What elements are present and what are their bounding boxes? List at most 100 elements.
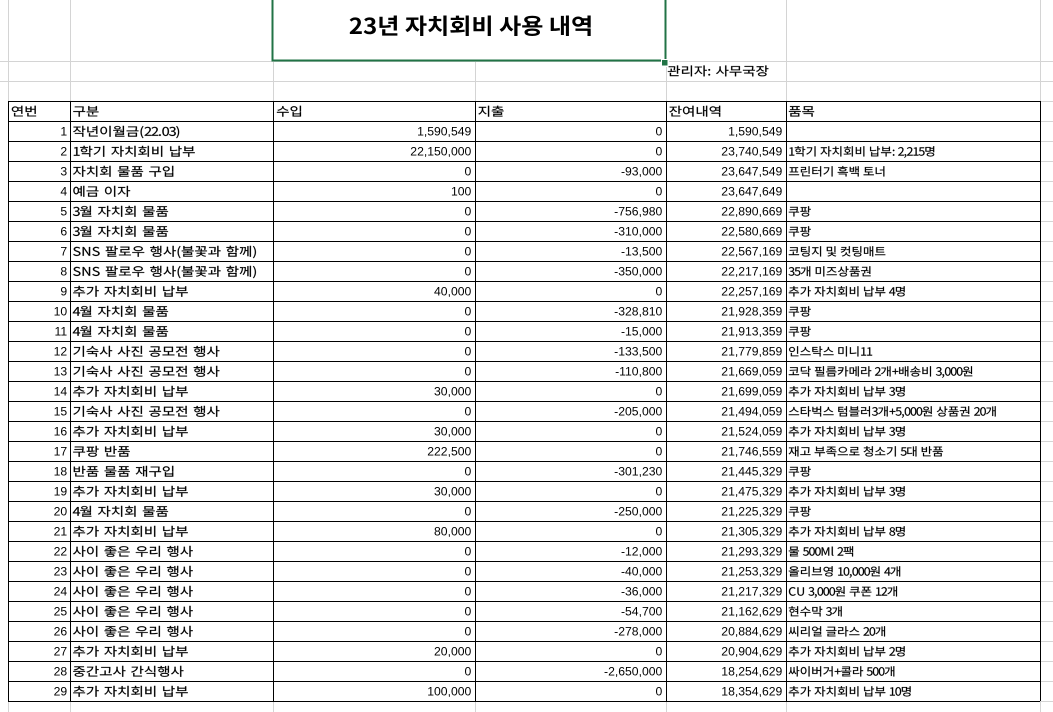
svg-text:20,904,629: 20,904,629 (721, 644, 782, 658)
svg-text:-205,000: -205,000 (614, 404, 662, 418)
svg-text:21,217,329: 21,217,329 (721, 584, 782, 598)
svg-text:22,580,669: 22,580,669 (721, 224, 782, 238)
svg-text:30,000: 30,000 (434, 384, 471, 398)
svg-text:30,000: 30,000 (434, 484, 471, 498)
svg-text:0: 0 (465, 624, 472, 638)
svg-text:14: 14 (54, 384, 68, 398)
svg-text:9: 9 (60, 284, 67, 298)
svg-text:10: 10 (54, 304, 68, 318)
svg-text:20: 20 (54, 504, 68, 518)
svg-text:0: 0 (656, 684, 663, 698)
svg-text:21,779,859: 21,779,859 (721, 344, 782, 358)
svg-text:21,445,329: 21,445,329 (721, 464, 782, 478)
svg-text:-13,500: -13,500 (621, 244, 663, 258)
svg-text:0: 0 (465, 564, 472, 578)
svg-text:0: 0 (465, 244, 472, 258)
svg-text:17: 17 (54, 444, 68, 458)
svg-text:4: 4 (60, 184, 67, 198)
svg-text:11: 11 (55, 324, 68, 338)
svg-text:100: 100 (451, 184, 472, 198)
svg-text:0: 0 (465, 264, 472, 278)
svg-text:0: 0 (656, 144, 663, 158)
svg-text:21,305,329: 21,305,329 (721, 524, 782, 538)
svg-text:13: 13 (54, 364, 68, 378)
svg-text:21,913,359: 21,913,359 (721, 324, 782, 338)
svg-text:3: 3 (60, 164, 67, 178)
svg-text:-310,000: -310,000 (614, 224, 662, 238)
svg-text:100,000: 100,000 (427, 684, 471, 698)
svg-text:7: 7 (60, 244, 67, 258)
svg-text:-40,000: -40,000 (621, 564, 663, 578)
svg-text:18,254,629: 18,254,629 (721, 664, 782, 678)
svg-text:21,293,329: 21,293,329 (721, 544, 782, 558)
svg-text:0: 0 (656, 284, 663, 298)
svg-text:1,590,549: 1,590,549 (728, 124, 782, 138)
svg-text:5: 5 (60, 204, 67, 218)
svg-text:-36,000: -36,000 (621, 584, 663, 598)
svg-text:-93,000: -93,000 (621, 164, 663, 178)
svg-text:23,647,549: 23,647,549 (721, 164, 782, 178)
svg-text:21: 21 (54, 524, 68, 538)
svg-text:2: 2 (60, 144, 67, 158)
svg-text:-12,000: -12,000 (621, 544, 663, 558)
svg-text:22: 22 (54, 544, 68, 558)
svg-text:-756,980: -756,980 (614, 204, 662, 218)
svg-text:0: 0 (656, 184, 663, 198)
svg-text:-350,000: -350,000 (614, 264, 662, 278)
svg-text:-328,810: -328,810 (614, 304, 662, 318)
svg-text:29: 29 (54, 684, 68, 698)
svg-text:-278,000: -278,000 (614, 624, 662, 638)
svg-text:-54,700: -54,700 (621, 604, 663, 618)
svg-text:26: 26 (54, 624, 68, 638)
svg-text:21,494,059: 21,494,059 (721, 404, 782, 418)
svg-text:21,162,629: 21,162,629 (721, 604, 782, 618)
svg-text:21,253,329: 21,253,329 (721, 564, 782, 578)
svg-text:0: 0 (656, 124, 663, 138)
svg-text:0: 0 (465, 224, 472, 238)
svg-text:8: 8 (60, 264, 67, 278)
svg-text:21,928,359: 21,928,359 (721, 304, 782, 318)
svg-text:-110,800: -110,800 (615, 364, 662, 378)
svg-text:21,524,059: 21,524,059 (721, 424, 782, 438)
svg-text:0: 0 (656, 384, 663, 398)
svg-text:24: 24 (54, 584, 68, 598)
svg-text:40,000: 40,000 (434, 284, 471, 298)
svg-text:30,000: 30,000 (434, 424, 471, 438)
svg-text:16: 16 (54, 424, 68, 438)
svg-text:-301,230: -301,230 (614, 464, 662, 478)
svg-text:0: 0 (465, 664, 472, 678)
svg-text:-133,500: -133,500 (614, 344, 662, 358)
svg-text:0: 0 (465, 344, 472, 358)
svg-text:0: 0 (656, 524, 663, 538)
svg-text:18: 18 (54, 464, 68, 478)
svg-text:18,354,629: 18,354,629 (721, 684, 782, 698)
svg-text:-15,000: -15,000 (621, 324, 663, 338)
svg-text:25: 25 (54, 604, 68, 618)
svg-text:0: 0 (465, 204, 472, 218)
svg-text:21,475,329: 21,475,329 (721, 484, 782, 498)
svg-text:222,500: 222,500 (427, 444, 471, 458)
svg-text:22,150,000: 22,150,000 (410, 144, 471, 158)
svg-text:20,884,629: 20,884,629 (721, 624, 782, 638)
svg-text:0: 0 (656, 484, 663, 498)
svg-text:28: 28 (54, 664, 68, 678)
svg-text:12: 12 (54, 344, 68, 358)
svg-text:23,647,649: 23,647,649 (721, 184, 782, 198)
svg-text:0: 0 (465, 604, 472, 618)
svg-text:1,590,549: 1,590,549 (417, 124, 471, 138)
svg-text:80,000: 80,000 (434, 524, 471, 538)
svg-text:21,746,559: 21,746,559 (721, 444, 782, 458)
svg-text:0: 0 (465, 504, 472, 518)
svg-text:6: 6 (60, 224, 67, 238)
svg-text:0: 0 (465, 304, 472, 318)
svg-text:0: 0 (465, 464, 472, 478)
svg-text:23,740,549: 23,740,549 (721, 144, 782, 158)
svg-text:20,000: 20,000 (434, 644, 471, 658)
svg-text:0: 0 (465, 544, 472, 558)
svg-text:23: 23 (54, 564, 68, 578)
svg-text:0: 0 (656, 424, 663, 438)
svg-text:19: 19 (54, 484, 68, 498)
svg-text:22,257,169: 22,257,169 (721, 284, 782, 298)
svg-text:0: 0 (656, 444, 663, 458)
svg-text:22,890,669: 22,890,669 (721, 204, 782, 218)
